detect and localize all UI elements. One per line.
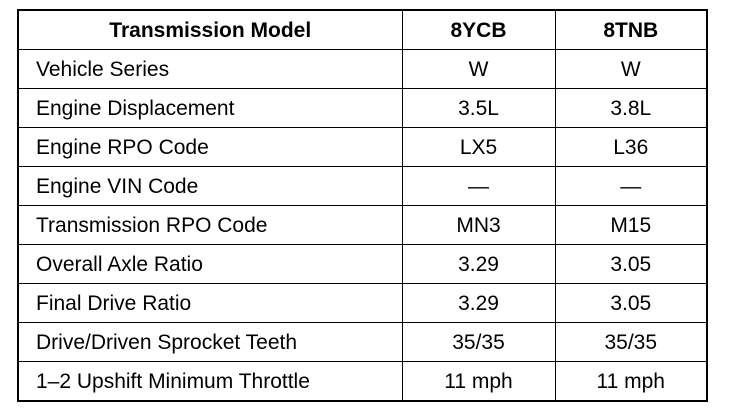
cell-8tnb: L36	[554, 127, 708, 167]
cell-8tnb: 35/35	[554, 322, 708, 362]
cell-8tnb: M15	[554, 205, 708, 245]
table-row: Overall Axle Ratio 3.29 3.05	[17, 244, 708, 284]
cell-8ycb: LX5	[401, 127, 556, 167]
row-label: Drive/Driven Sprocket Teeth	[17, 322, 403, 362]
cell-8tnb: 11 mph	[554, 361, 708, 402]
row-label: Engine VIN Code	[17, 166, 403, 206]
row-label: Engine RPO Code	[17, 127, 403, 167]
cell-8tnb: W	[554, 49, 708, 89]
table-row: 1–2 Upshift Minimum Throttle 11 mph 11 m…	[17, 361, 708, 402]
table-row: Engine RPO Code LX5 L36	[17, 127, 708, 167]
cell-8ycb: —	[401, 166, 556, 206]
cell-8ycb: MN3	[401, 205, 556, 245]
row-label: Vehicle Series	[17, 49, 403, 89]
cell-8tnb: 3.05	[554, 244, 708, 284]
table-row: Engine Displacement 3.5L 3.8L	[17, 88, 708, 128]
cell-8ycb: 3.5L	[401, 88, 556, 128]
cell-8tnb: 3.05	[554, 283, 708, 323]
table-row: Drive/Driven Sprocket Teeth 35/35 35/35	[17, 322, 708, 362]
column-header-8ycb: 8YCB	[401, 9, 556, 50]
cell-8ycb: 11 mph	[401, 361, 556, 402]
column-header-transmission-model: Transmission Model	[17, 9, 403, 50]
row-label: Overall Axle Ratio	[17, 244, 403, 284]
table-row: Vehicle Series W W	[17, 49, 708, 89]
row-label: Transmission RPO Code	[17, 205, 403, 245]
cell-8ycb: 3.29	[401, 244, 556, 284]
row-label: Final Drive Ratio	[17, 283, 403, 323]
row-label: Engine Displacement	[17, 88, 403, 128]
table-row: Final Drive Ratio 3.29 3.05	[17, 283, 708, 323]
table-row: Transmission RPO Code MN3 M15	[17, 205, 708, 245]
cell-8ycb: 3.29	[401, 283, 556, 323]
column-header-8tnb: 8TNB	[554, 9, 708, 50]
cell-8tnb: —	[554, 166, 708, 206]
transmission-spec-table: Transmission Model 8YCB 8TNB Vehicle Ser…	[17, 9, 708, 402]
cell-8tnb: 3.8L	[554, 88, 708, 128]
cell-8ycb: W	[401, 49, 556, 89]
cell-8ycb: 35/35	[401, 322, 556, 362]
table-row: Engine VIN Code — —	[17, 166, 708, 206]
row-label: 1–2 Upshift Minimum Throttle	[17, 361, 403, 402]
table-header-row: Transmission Model 8YCB 8TNB	[17, 9, 708, 50]
